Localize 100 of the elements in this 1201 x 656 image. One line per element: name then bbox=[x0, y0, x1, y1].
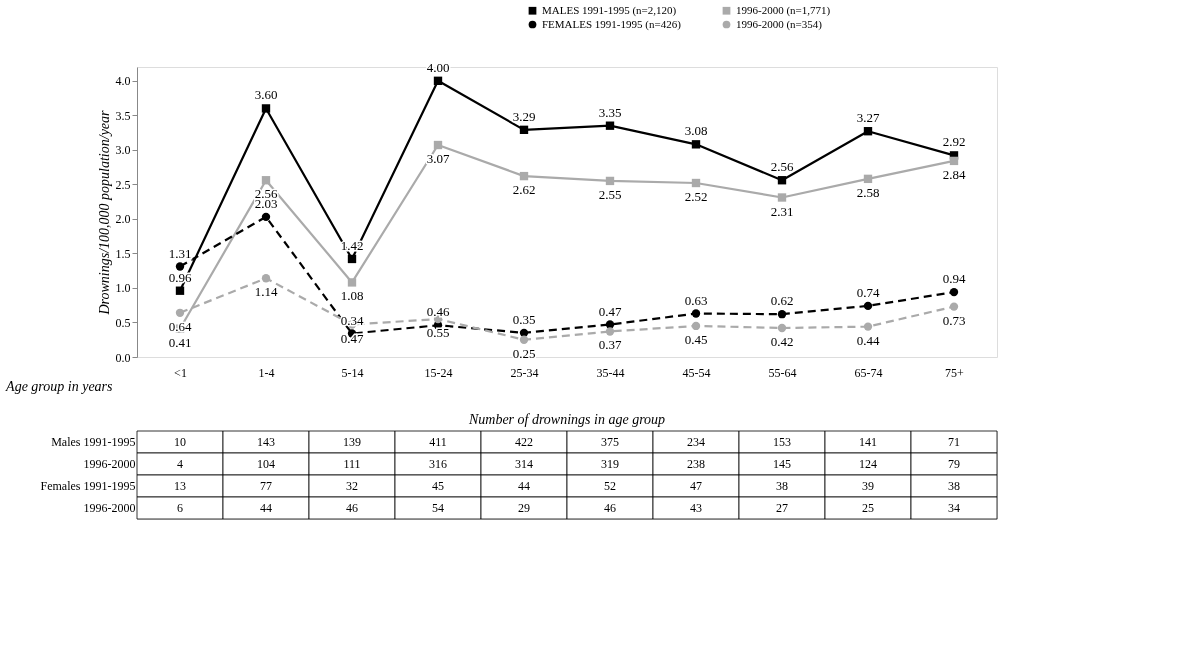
data-label: 29 bbox=[518, 501, 530, 515]
data-label: 2.55 bbox=[598, 186, 622, 202]
y-tick-label: Females 1991-1995 bbox=[40, 479, 136, 493]
point bbox=[777, 310, 787, 319]
data-label: 27 bbox=[776, 501, 788, 515]
data-label: 34 bbox=[948, 501, 960, 515]
y-tick-label: Males 1991-1995 bbox=[51, 435, 136, 449]
point bbox=[347, 254, 357, 264]
data-label: 44 bbox=[518, 479, 530, 493]
point bbox=[863, 301, 873, 311]
data-label: 71 bbox=[948, 435, 960, 449]
y-tick-label: 3.5 bbox=[115, 108, 131, 123]
point bbox=[261, 176, 271, 185]
point bbox=[175, 286, 185, 295]
y-tick-label: 1.0 bbox=[115, 281, 131, 296]
data-label: 47 bbox=[690, 479, 702, 493]
y-tick-label: 0.0 bbox=[115, 350, 131, 365]
point bbox=[691, 321, 701, 331]
data-label: 104 bbox=[257, 457, 275, 471]
x-tick-label: 75+ bbox=[945, 365, 965, 380]
data-label: 39 bbox=[862, 479, 874, 493]
data-label: 77 bbox=[260, 479, 272, 493]
data-label: 124 bbox=[859, 457, 877, 471]
data-label: 0.45 bbox=[684, 331, 708, 347]
point bbox=[175, 308, 185, 317]
data-label: 46 bbox=[604, 501, 616, 515]
data-label: 45 bbox=[432, 479, 444, 493]
data-label: 2.62 bbox=[512, 182, 536, 198]
point bbox=[777, 323, 787, 333]
data-label: 0.73 bbox=[942, 312, 966, 328]
point bbox=[347, 278, 357, 287]
x-tick-label: 35-44 bbox=[596, 365, 625, 380]
point bbox=[433, 140, 443, 150]
data-label: 411 bbox=[429, 435, 447, 449]
data-label: 1.31 bbox=[168, 245, 192, 261]
legend-label: 1996-2000 (n=354) bbox=[736, 17, 823, 31]
data-label: 0.42 bbox=[770, 334, 794, 349]
point bbox=[261, 274, 271, 283]
data-label: 139 bbox=[343, 435, 361, 449]
point bbox=[949, 156, 959, 166]
x-tick-label: 1-4 bbox=[258, 365, 275, 380]
data-label: 3.08 bbox=[684, 123, 708, 139]
data-label: 32 bbox=[346, 479, 358, 493]
data-label: 2.56 bbox=[770, 159, 794, 175]
data-label: 316 bbox=[429, 457, 447, 471]
data-label: 375 bbox=[601, 435, 619, 449]
x-tick-label: 25-34 bbox=[510, 365, 539, 380]
point bbox=[605, 176, 615, 186]
x-tick-label: 65-74 bbox=[854, 365, 883, 380]
data-label: 10 bbox=[174, 435, 186, 449]
data-label: 0.46 bbox=[426, 304, 450, 320]
data-label: 2.58 bbox=[856, 184, 880, 200]
point bbox=[261, 104, 271, 113]
y-tick-label: 2.0 bbox=[115, 212, 131, 227]
point bbox=[863, 127, 873, 136]
data-label: 0.47 bbox=[598, 303, 622, 319]
data-label: 2.31 bbox=[770, 203, 794, 219]
y-tick-label: 3.0 bbox=[115, 143, 131, 158]
x-axis-title: Age group in years bbox=[5, 378, 114, 394]
data-label: 13 bbox=[174, 479, 186, 493]
data-label: 319 bbox=[601, 457, 619, 471]
point bbox=[519, 125, 529, 135]
data-label: 238 bbox=[687, 457, 705, 471]
chart-title: Number of drownings in age group bbox=[467, 411, 666, 427]
data-label: 422 bbox=[515, 435, 533, 449]
data-label: 0.35 bbox=[512, 311, 536, 327]
data-label: 0.34 bbox=[340, 312, 364, 328]
y-axis-title: Drownings/100,000 population/year bbox=[96, 109, 112, 316]
data-label: 141 bbox=[859, 435, 877, 449]
data-label: 145 bbox=[773, 457, 791, 471]
y-tick-label: 1996-2000 bbox=[83, 457, 136, 471]
point bbox=[863, 322, 873, 331]
data-label: 52 bbox=[604, 479, 616, 493]
y-tick-label: 0.5 bbox=[115, 315, 131, 330]
data-label: 4.00 bbox=[426, 59, 450, 75]
point bbox=[605, 327, 615, 336]
data-label: 0.47 bbox=[340, 330, 364, 346]
data-label: 4 bbox=[177, 457, 183, 471]
data-label: 314 bbox=[515, 457, 533, 471]
data-label: 46 bbox=[346, 501, 358, 515]
y-tick-label: 1.5 bbox=[115, 246, 131, 261]
y-tick-label: 2.5 bbox=[115, 177, 131, 192]
data-label: 3.27 bbox=[856, 110, 880, 126]
point bbox=[605, 320, 615, 329]
data-label: 1.14 bbox=[254, 284, 278, 300]
point bbox=[949, 302, 959, 311]
data-label: 0.55 bbox=[426, 325, 450, 341]
data-label: 0.44 bbox=[856, 332, 880, 348]
data-label: 3.60 bbox=[254, 87, 278, 103]
data-label: 79 bbox=[948, 457, 960, 471]
point bbox=[777, 176, 787, 185]
point bbox=[175, 262, 185, 271]
data-label: 25 bbox=[862, 501, 874, 515]
point bbox=[691, 140, 701, 149]
data-label: 2.92 bbox=[942, 134, 966, 150]
data-label: 44 bbox=[260, 501, 272, 515]
legend-label: MALES 1991-1995 (n=2,120) bbox=[542, 3, 677, 17]
point bbox=[949, 287, 959, 297]
legend-label: FEMALES 1991-1995 (n=426) bbox=[542, 17, 682, 31]
data-label: 2.84 bbox=[942, 166, 966, 182]
